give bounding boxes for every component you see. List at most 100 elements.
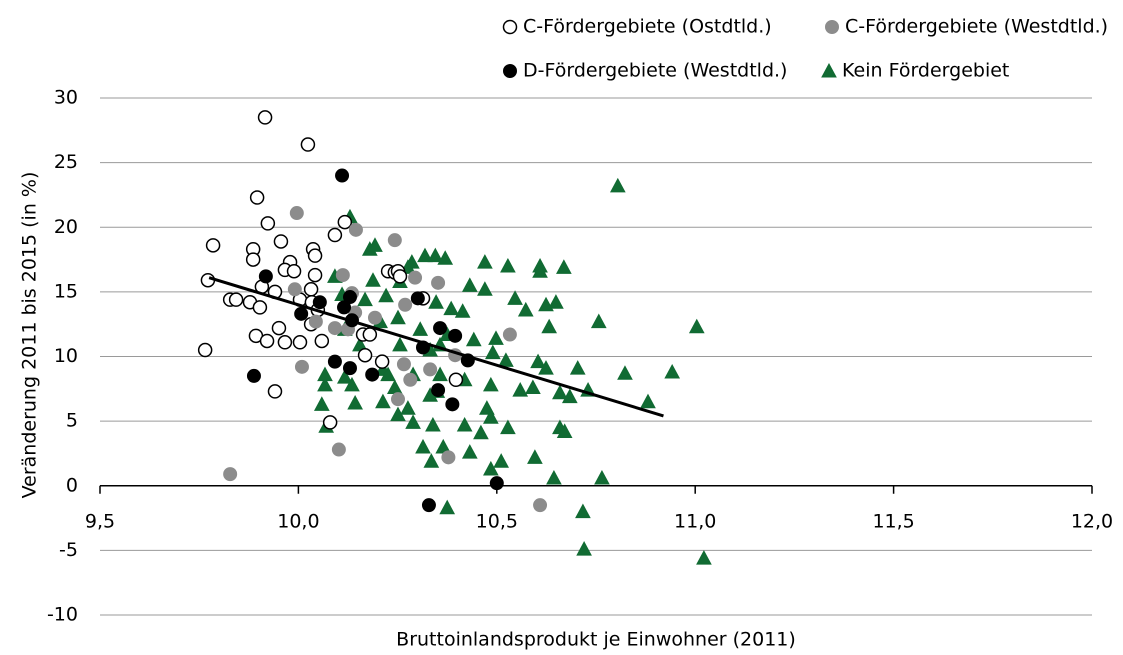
circle-marker <box>303 282 319 297</box>
triangle-marker <box>465 331 482 347</box>
circle-marker <box>362 327 378 342</box>
circle-marker <box>398 297 413 312</box>
circle-marker <box>533 498 548 513</box>
triangle-marker <box>569 360 586 375</box>
triangle-marker <box>437 250 454 265</box>
x-tick-label: 12,0 <box>1071 510 1113 532</box>
triangle-marker <box>317 376 333 392</box>
triangle-marker <box>696 550 712 565</box>
circle-marker <box>337 300 352 315</box>
circle-marker <box>252 300 268 315</box>
circle-marker <box>307 248 323 263</box>
triangle-marker <box>412 321 429 336</box>
circle-marker <box>392 269 408 284</box>
circle-marker <box>223 467 238 482</box>
circle-marker <box>228 292 244 307</box>
triangle-marker <box>473 424 489 440</box>
circle-marker <box>260 216 276 231</box>
y-tick-label: 10 <box>54 345 78 367</box>
circle-marker <box>441 450 456 465</box>
triangle-marker <box>493 453 510 468</box>
circle-marker <box>390 392 405 407</box>
circle-marker <box>431 275 446 290</box>
circle-marker <box>431 383 446 398</box>
triangle-marker <box>541 318 558 334</box>
y-tick-label: -5 <box>59 539 78 561</box>
triangle-marker <box>556 259 572 274</box>
circle-marker <box>308 314 323 329</box>
triangle-marker <box>561 388 578 404</box>
triangle-marker <box>527 449 543 464</box>
circle-marker <box>294 306 309 321</box>
circle-marker <box>258 269 273 284</box>
triangle-marker <box>594 469 610 485</box>
triangle-marker <box>344 376 360 392</box>
circle-marker <box>337 214 353 230</box>
circle-marker <box>271 320 287 336</box>
triangle-marker <box>609 177 626 193</box>
triangle-marker <box>500 419 516 435</box>
circle-marker <box>342 361 357 376</box>
triangle-marker <box>477 254 493 269</box>
triangle-marker <box>423 453 440 468</box>
triangle-marker <box>443 300 460 316</box>
circle-marker <box>489 476 504 491</box>
circle-marker <box>396 357 411 372</box>
circle-marker <box>445 397 460 412</box>
legend-marker <box>502 19 518 35</box>
triangle-marker <box>392 336 408 352</box>
triangle-marker <box>517 301 534 317</box>
triangle-marker <box>347 394 363 410</box>
triangle-marker <box>439 499 456 515</box>
circle-marker <box>286 263 302 279</box>
triangle-marker <box>390 406 406 422</box>
triangle-marker <box>590 313 607 329</box>
triangle-marker <box>380 366 396 382</box>
triangle-marker <box>483 376 499 392</box>
triangle-marker <box>415 438 431 454</box>
circle-marker <box>287 282 302 297</box>
triangle-marker <box>488 330 504 345</box>
triangle-marker <box>456 416 473 432</box>
circle-marker <box>294 359 309 374</box>
legend-label: D-Fördergebiete (Westdtld.) <box>523 60 787 82</box>
legend-marker <box>821 62 837 78</box>
triangle-marker <box>538 296 554 312</box>
trend-line <box>208 276 664 418</box>
triangle-marker <box>425 416 441 432</box>
triangle-marker <box>512 382 529 397</box>
x-tick-label: 11,0 <box>674 510 716 532</box>
circle-marker <box>246 368 261 383</box>
triangle-marker <box>461 444 478 459</box>
circle-marker <box>448 328 463 343</box>
triangle-marker <box>454 303 471 318</box>
x-tick-label: 10,0 <box>277 510 319 532</box>
circle-marker <box>257 110 273 125</box>
triangle-marker <box>576 541 592 556</box>
triangle-marker <box>365 272 381 287</box>
triangle-marker <box>617 365 633 380</box>
circle-marker <box>327 227 343 243</box>
circle-marker <box>408 270 423 285</box>
circle-marker <box>342 290 357 305</box>
triangle-marker <box>530 353 546 369</box>
triangle-marker <box>500 257 516 273</box>
circle-marker <box>502 327 517 342</box>
circle-marker <box>387 233 402 248</box>
triangle-marker <box>428 294 444 309</box>
triangle-marker <box>417 247 433 263</box>
circle-marker <box>410 291 425 306</box>
circle-marker <box>433 321 448 336</box>
circle-marker <box>300 137 316 152</box>
triangle-marker <box>546 469 562 485</box>
triangle-marker <box>664 363 681 379</box>
triangle-marker <box>432 366 448 382</box>
circle-marker <box>335 168 350 183</box>
circle-marker <box>365 367 380 382</box>
circle-marker <box>314 333 330 349</box>
triangle-marker <box>405 414 421 429</box>
y-tick-label: -10 <box>47 604 78 626</box>
triangle-marker <box>688 318 705 334</box>
triangle-marker <box>484 344 501 360</box>
circle-marker <box>403 372 418 387</box>
